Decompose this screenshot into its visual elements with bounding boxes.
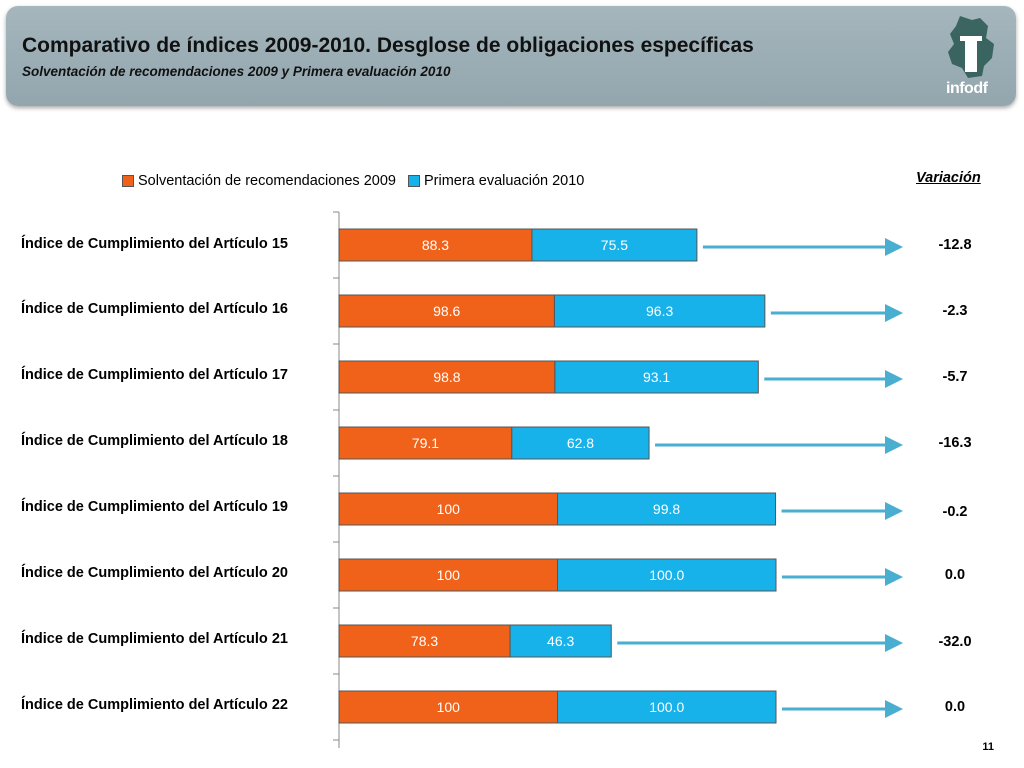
variation-value: -0.2 xyxy=(942,504,968,520)
page-subtitle: Solventación de recomendaciones 2009 y P… xyxy=(22,64,451,79)
data-label-2010: 99.8 xyxy=(653,501,680,517)
bar-2010 xyxy=(509,624,612,658)
bar-2010 xyxy=(553,294,766,328)
data-label-2009: 100 xyxy=(437,567,461,583)
legend-item-2010: Primera evaluación 2010 xyxy=(407,173,585,189)
data-label-2009: 100 xyxy=(437,699,461,715)
map-emblem-icon xyxy=(948,16,994,78)
legend-label-2009: Solventación de recomendaciones 2009 xyxy=(138,173,396,189)
bar-2009 xyxy=(338,228,533,262)
bar-2009 xyxy=(338,624,511,658)
bar-2010 xyxy=(554,360,759,394)
variation-value: -2.3 xyxy=(942,303,968,319)
header-banner: Comparativo de índices 2009-2010. Desglo… xyxy=(6,6,1016,106)
data-label-2009: 98.8 xyxy=(433,369,460,385)
variation-value: 0.0 xyxy=(944,567,966,583)
category-label: Índice de Cumplimiento del Artículo 17 xyxy=(21,367,288,383)
page-title: Comparativo de índices 2009-2010. Desglo… xyxy=(22,34,754,57)
data-label-2010: 46.3 xyxy=(547,633,574,649)
data-label-2009: 98.6 xyxy=(433,303,460,319)
bar-2010 xyxy=(557,690,777,724)
bar-2010 xyxy=(511,426,650,460)
variation-value: -12.8 xyxy=(938,237,972,253)
infodf-logo: infodf xyxy=(942,14,1002,102)
variation-value: 0.0 xyxy=(944,699,966,715)
category-label: Índice de Cumplimiento del Artículo 22 xyxy=(21,697,288,713)
legend-swatch-2010 xyxy=(407,175,420,187)
category-label: Índice de Cumplimiento del Artículo 18 xyxy=(21,433,288,449)
data-label-2009: 78.3 xyxy=(411,633,438,649)
bar-2010 xyxy=(557,492,777,526)
data-label-2009: 88.3 xyxy=(422,237,449,253)
bar-2009 xyxy=(338,690,558,724)
data-label-2010: 100.0 xyxy=(649,567,684,583)
bar-2010 xyxy=(557,558,777,592)
page-number: 11 xyxy=(982,741,994,753)
category-label: Índice de Cumplimiento del Artículo 20 xyxy=(21,565,288,581)
data-label-2009: 100 xyxy=(437,501,461,517)
category-label: Índice de Cumplimiento del Artículo 19 xyxy=(21,499,288,515)
data-label-2010: 93.1 xyxy=(643,369,670,385)
category-label: Índice de Cumplimiento del Artículo 16 xyxy=(21,301,288,317)
data-label-2010: 62.8 xyxy=(567,435,594,451)
logo-text: infodf xyxy=(946,80,988,97)
legend-item-2009: Solventación de recomendaciones 2009 xyxy=(122,173,396,189)
variation-value: -5.7 xyxy=(942,369,968,385)
legend-swatch-2009 xyxy=(122,175,134,187)
data-label-2009: 79.1 xyxy=(412,435,439,451)
bar-2009 xyxy=(338,558,558,592)
legend-label-2010: Primera evaluación 2010 xyxy=(423,173,585,189)
variation-value: -16.3 xyxy=(938,435,972,451)
bar-2009 xyxy=(338,360,556,394)
bar-2009 xyxy=(338,492,558,526)
data-label-2010: 100.0 xyxy=(649,699,684,715)
data-label-2010: 75.5 xyxy=(601,237,628,253)
category-label: Índice de Cumplimiento del Artículo 21 xyxy=(21,631,288,647)
variation-value: -32.0 xyxy=(938,634,972,650)
variation-header: Variación xyxy=(916,170,981,186)
chart-legend: Solventación de recomendaciones 2009 Pri… xyxy=(122,171,596,191)
data-label-2010: 96.3 xyxy=(646,303,673,319)
category-label: Índice de Cumplimiento del Artículo 15 xyxy=(21,236,288,252)
bar-2010 xyxy=(531,228,698,262)
